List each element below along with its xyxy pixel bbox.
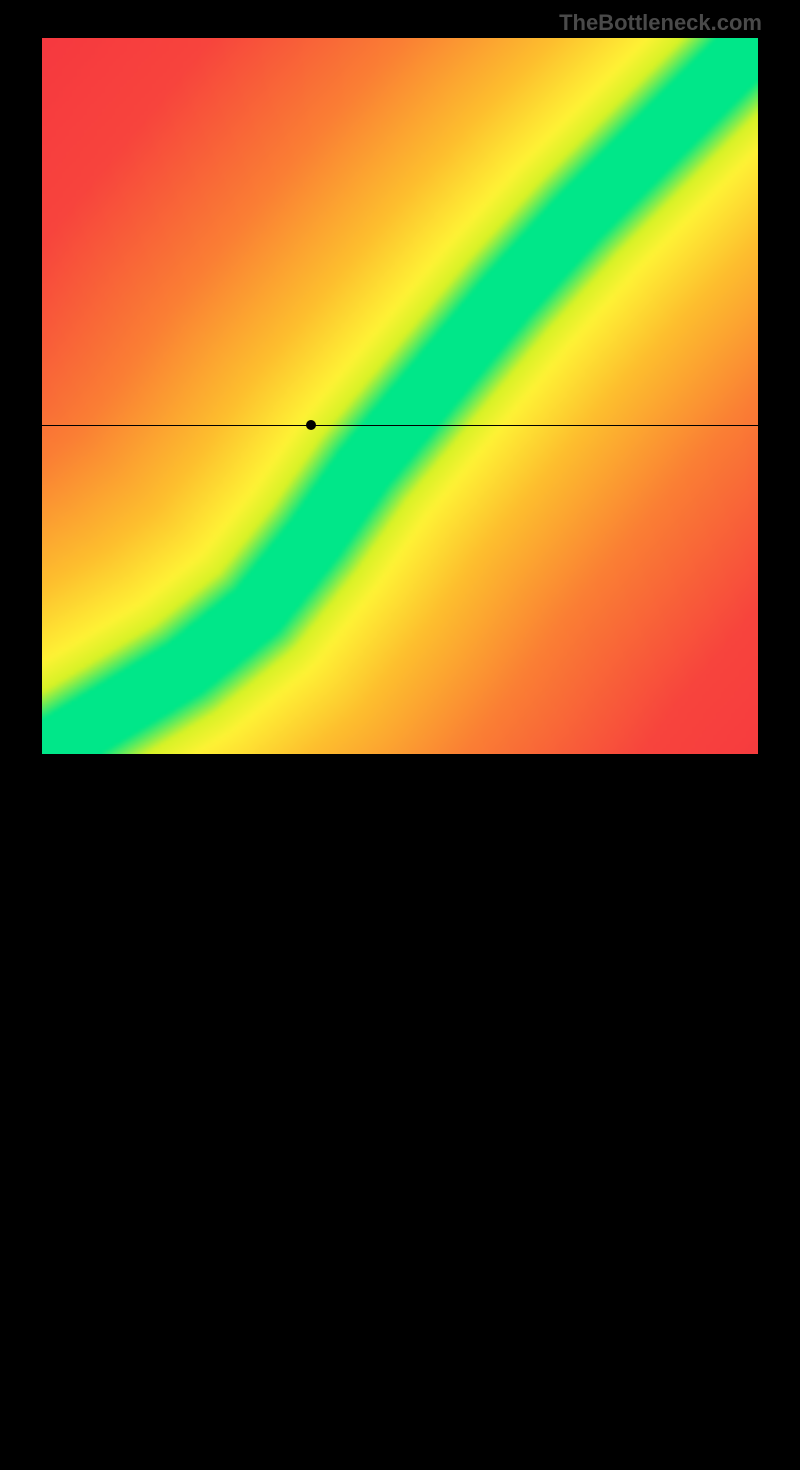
- heatmap-plot-area: [42, 38, 758, 754]
- crosshair-horizontal: [42, 425, 758, 426]
- watermark-text: TheBottleneck.com: [559, 10, 762, 36]
- figure-frame: TheBottleneck.com: [0, 0, 800, 800]
- heatmap-canvas: [42, 38, 758, 754]
- data-point-marker: [306, 420, 316, 430]
- crosshair-vertical: [311, 754, 312, 1470]
